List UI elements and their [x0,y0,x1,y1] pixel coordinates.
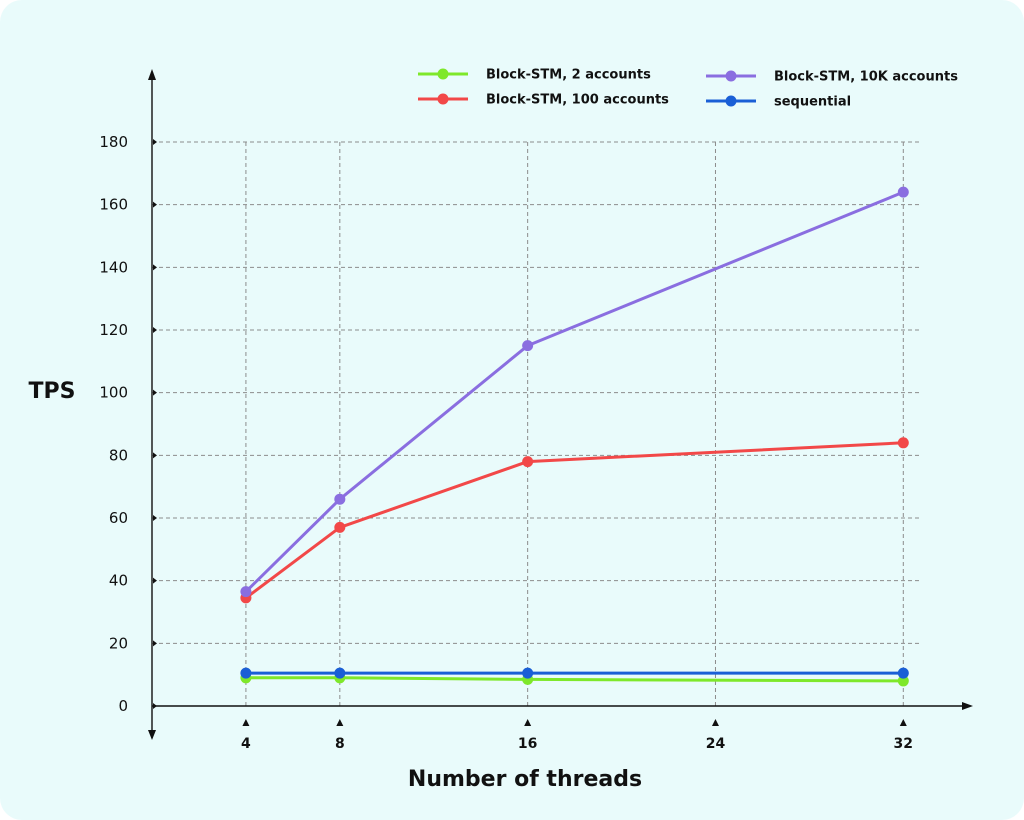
data-point [240,586,252,598]
legend-item: Block-STM, 2 accounts [418,68,651,83]
series-line [245,676,904,683]
y-axis-label: TPS [29,379,76,404]
x-axis-label: Number of threads [408,767,642,792]
x-tick-label: 24 [706,736,726,752]
y-tick-label: 0 [118,697,128,715]
y-tick-label: 40 [109,572,128,590]
y-tick-label: 140 [99,258,128,276]
data-point [522,340,534,352]
x-tick-marker [711,719,719,726]
y-tick-label: 160 [99,196,128,214]
legend-label: sequential [774,95,851,110]
y-tick-marker [153,264,157,271]
y-tick-label: 60 [109,509,128,527]
grid [152,141,922,706]
x-tick-marker [336,719,344,726]
series-3 [240,186,909,598]
y-tick-label: 120 [99,321,128,339]
x-tick-marker [242,719,250,726]
legend-label: Block-STM, 2 accounts [486,68,651,83]
legend-marker [437,93,449,105]
y-tick-label: 80 [109,446,128,464]
data-point [897,667,909,679]
y-tick-marker [153,327,157,333]
legend-item: Block-STM, 10K accounts [706,70,958,85]
x-tick-label: 8 [335,736,345,752]
y-tick-marker [153,139,157,145]
data-point [897,675,909,687]
series-line [245,441,904,600]
legend: Block-STM, 2 accounts Block-STM, 100 acco… [418,68,958,110]
legend-item: sequential [706,95,851,110]
y-axis-arrow-down [148,730,156,740]
y-axis-arrow-up [148,69,156,80]
series-line [244,190,904,593]
series-lines [240,186,909,687]
x-tick-label: 16 [518,736,537,752]
y-ticks: 0 20 40 60 80 100 120 140 160 180 [99,133,157,715]
y-tick-marker [153,389,157,396]
legend-marker [725,70,737,82]
y-tick-label: 180 [99,133,128,151]
y-tick-marker [153,640,157,647]
legend-label: Block-STM, 100 accounts [486,93,669,108]
x-tick-marker [899,719,907,726]
y-tick-marker [153,703,157,709]
data-point [334,667,346,679]
data-point [240,667,252,679]
y-tick-marker [153,452,157,459]
x-tick-label: 4 [241,736,251,752]
data-point [522,456,534,468]
legend-item: Block-STM, 100 accounts [418,93,669,108]
series-2 [240,437,909,604]
y-tick-label: 100 [99,384,128,402]
legend-marker [725,95,737,107]
data-point [522,667,534,679]
data-point [334,493,346,505]
data-point [897,186,909,198]
y-tick-marker [153,515,157,521]
x-axis-arrow [962,702,973,710]
x-tick-marker [524,719,532,726]
x-tick-label: 32 [894,736,913,752]
axes [148,69,973,740]
y-tick-marker [153,201,157,208]
legend-marker [437,68,449,80]
y-tick-marker [153,577,157,584]
data-point [334,521,346,533]
series-4 [240,667,909,679]
y-tick-label: 20 [109,634,128,652]
x-ticks: 4 8 16 24 32 [241,719,913,752]
legend-label: Block-STM, 10K accounts [774,70,958,85]
data-point [897,437,909,449]
